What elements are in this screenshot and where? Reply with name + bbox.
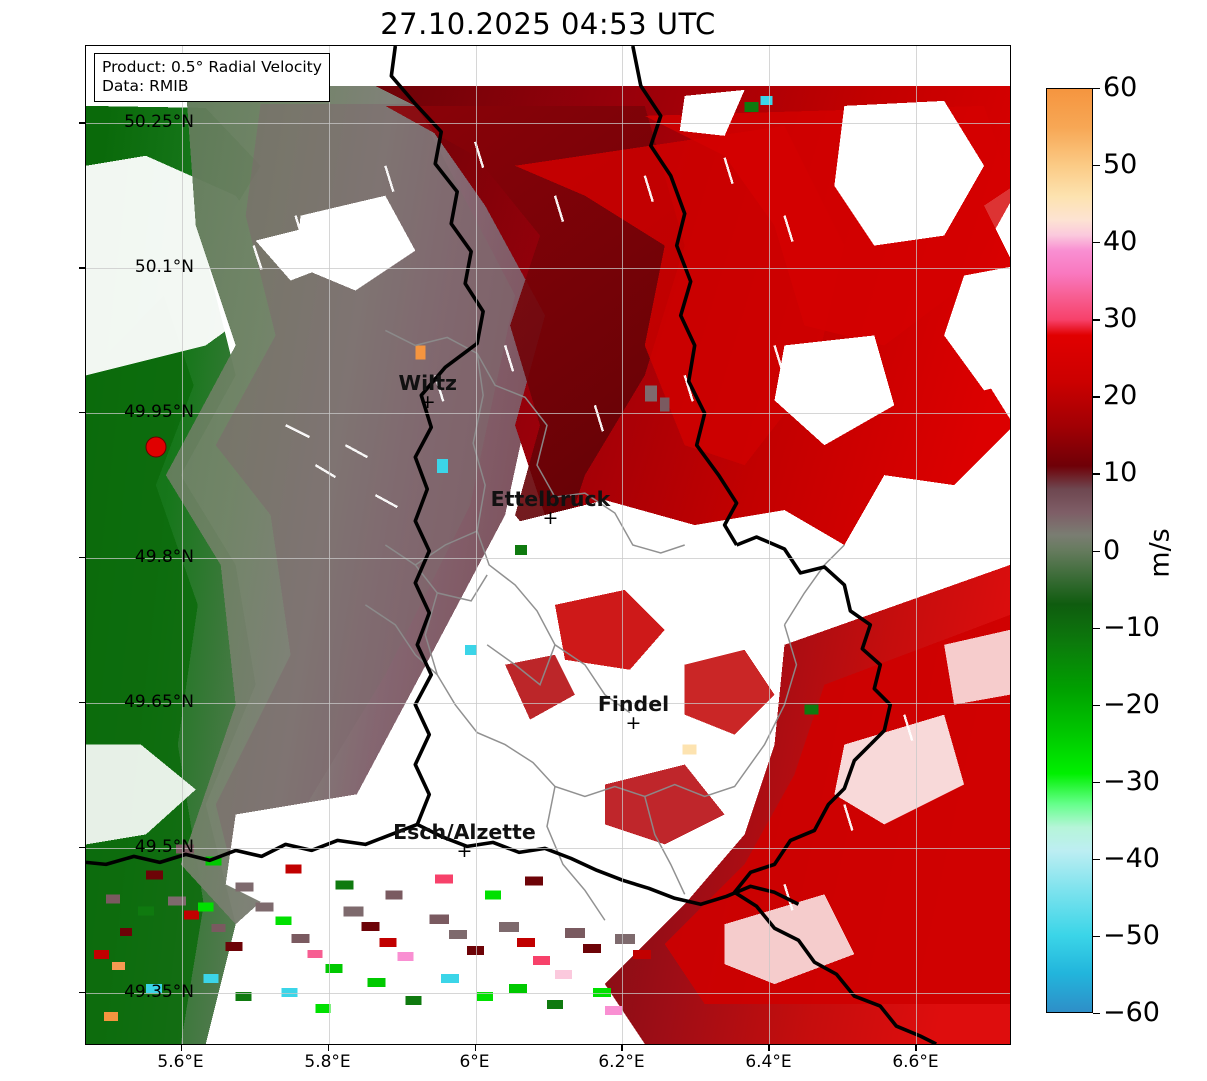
colorbar-tick-label-1: 50 <box>1103 149 1138 181</box>
x-axis-tick-mark-0 <box>180 1045 182 1051</box>
data-line: Data: RMIB <box>102 77 189 95</box>
colorbar[interactable] <box>1046 88 1093 1013</box>
colorbar-tick-mark-9 <box>1093 781 1100 784</box>
radar-site-marker <box>145 436 167 458</box>
colorbar-tick-mark-3 <box>1093 319 1100 321</box>
colorbar-unit-label: m/s <box>1144 528 1176 578</box>
colorbar-tick-mark-8 <box>1093 704 1100 706</box>
colorbar-tick-mark-0 <box>1093 88 1100 90</box>
x-axis-tick-mark-1 <box>327 1045 329 1051</box>
y-axis-tick-label-1: 50.1°N <box>134 257 194 278</box>
colorbar-tick-label-2: 40 <box>1103 226 1138 258</box>
colorbar-tick-mark-12 <box>1093 1013 1100 1015</box>
y-axis-tick-label-4: 49.65°N <box>124 692 194 712</box>
x-axis-tick-label-2: 6°E <box>459 1052 490 1072</box>
city-label-wiltz: Wiltz + <box>398 370 457 413</box>
city-label-findel: Findel + <box>597 692 670 735</box>
x-axis-tick-label-3: 6.2°E <box>598 1052 645 1072</box>
colorbar-tick-label-12: −60 <box>1103 997 1160 1028</box>
x-axis-tick-label-0: 5.6°E <box>157 1052 204 1072</box>
x-axis-tick-label-4: 6.4°E <box>745 1052 792 1072</box>
y-axis-tick-label-5: 49.5°N <box>134 836 194 857</box>
colorbar-tick-mark-2 <box>1093 242 1100 244</box>
city-name-text: Wiltz <box>398 370 457 395</box>
radar-map-plot[interactable]: Product: 0.5° Radial Velocity Data: RMIB… <box>85 45 1011 1045</box>
colorbar-tick-mark-6 <box>1093 550 1100 552</box>
colorbar-tick-label-8: −20 <box>1103 688 1160 720</box>
city-label-esch-alzette: Esch/Alzette + <box>393 819 536 862</box>
x-axis-tick-label-1: 5.8°E <box>304 1052 351 1072</box>
colorbar-tick-label-5: 10 <box>1103 457 1138 489</box>
x-axis-tick-mark-4 <box>768 1045 770 1051</box>
y-axis-tick-mark-1 <box>79 267 85 269</box>
colorbar-tick-label-9: −30 <box>1103 765 1160 797</box>
y-axis-tick-mark-0 <box>79 122 85 124</box>
colorbar-tick-mark-1 <box>1093 165 1100 167</box>
colorbar-tick-mark-5 <box>1093 473 1100 475</box>
y-axis-tick-mark-4 <box>79 702 85 704</box>
y-axis-tick-label-0: 50.25°N <box>124 112 194 133</box>
city-name-text: Findel <box>597 692 670 717</box>
colorbar-tick-label-10: −40 <box>1103 842 1160 874</box>
y-axis-tick-label-3: 49.8°N <box>134 547 194 568</box>
y-axis-tick-mark-2 <box>79 412 85 414</box>
colorbar-tick-mark-4 <box>1093 396 1100 398</box>
city-marker-icon: + <box>542 506 559 529</box>
city-name-text: Esch/Alzette <box>393 819 536 844</box>
colorbar-tick-label-4: 20 <box>1103 380 1138 412</box>
x-axis-tick-mark-2 <box>474 1045 476 1051</box>
city-marker-icon: + <box>625 712 642 735</box>
colorbar-tick-mark-10 <box>1093 858 1100 861</box>
x-axis-tick-label-5: 6.6°E <box>892 1052 939 1072</box>
colorbar-tick-label-11: −50 <box>1103 919 1160 951</box>
colorbar-tick-label-6: 0 <box>1103 534 1121 566</box>
y-axis-tick-mark-6 <box>79 991 85 994</box>
y-axis-tick-label-2: 49.95°N <box>124 402 194 423</box>
city-marker-icon: + <box>456 839 473 862</box>
y-axis-tick-mark-3 <box>79 557 85 559</box>
y-axis-tick-label-6: 49.35°N <box>124 981 194 1002</box>
city-marker-icon: + <box>419 390 436 413</box>
city-label-ettelbruck: Ettelbruck + <box>490 486 611 529</box>
x-axis-tick-mark-5 <box>915 1045 917 1051</box>
political-borders-overlay <box>86 46 1010 1044</box>
product-info-box: Product: 0.5° Radial Velocity Data: RMIB <box>94 53 330 102</box>
colorbar-gradient <box>1047 89 1092 1012</box>
colorbar-tick-mark-7 <box>1093 627 1100 629</box>
colorbar-tick-label-7: −10 <box>1103 611 1160 643</box>
city-name-text: Ettelbruck <box>490 486 611 511</box>
colorbar-tick-mark-11 <box>1093 935 1100 938</box>
page-title: 27.10.2025 04:53 UTC <box>380 7 716 41</box>
product-line: Product: 0.5° Radial Velocity <box>102 58 322 76</box>
y-axis-tick-mark-5 <box>79 846 85 849</box>
colorbar-tick-label-0: 60 <box>1103 72 1138 103</box>
x-axis-tick-mark-3 <box>621 1045 623 1051</box>
colorbar-tick-label-3: 30 <box>1103 303 1138 335</box>
